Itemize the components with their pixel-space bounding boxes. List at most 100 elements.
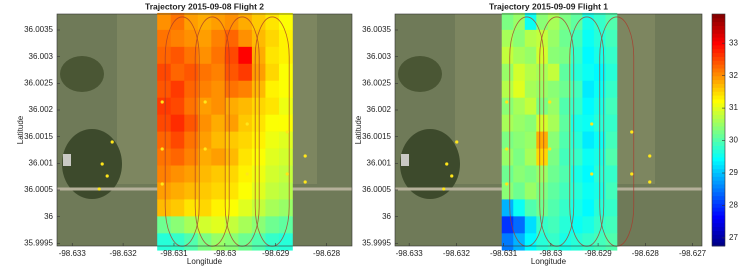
heatmap-cell: [157, 132, 171, 149]
sensor-dot: [648, 180, 651, 183]
heatmap-cell: [184, 199, 198, 216]
building: [63, 154, 71, 166]
x-tick-label: -98.629: [585, 249, 613, 258]
sensor-dot: [505, 100, 508, 103]
heatmap-cell: [536, 182, 548, 199]
heatmap-cell: [211, 98, 225, 115]
heatmap-cell: [582, 216, 594, 233]
colorbar-strip: [712, 87, 725, 91]
colorbar-strip: [712, 130, 725, 134]
heatmap-cell: [171, 115, 185, 132]
heatmap-cell: [525, 216, 537, 233]
heatmap-cell: [513, 199, 525, 216]
colorbar-strip: [712, 200, 725, 204]
x-tick-label: -98.63: [540, 249, 563, 258]
heatmap-cell: [525, 98, 537, 115]
heatmap-cell: [605, 13, 617, 30]
x-tick-label: -98.63: [214, 249, 237, 258]
heatmap-cell: [225, 233, 239, 250]
heatmap-cell: [211, 149, 225, 166]
heatmap-cell: [582, 81, 594, 98]
heatmap-cell: [198, 115, 212, 132]
heatmap-cell: [582, 149, 594, 166]
sensor-dot: [304, 180, 307, 183]
heatmap-cell: [211, 64, 225, 81]
heatmap-cell: [594, 233, 606, 250]
heatmap-cell: [605, 115, 617, 132]
heatmap-cell: [513, 115, 525, 132]
colorbar-strip: [712, 99, 725, 103]
heatmap-cell: [279, 64, 293, 81]
heatmap-cell: [171, 132, 185, 149]
heatmap-cell: [198, 13, 212, 30]
heatmap-cell: [548, 115, 560, 132]
heatmap-cell: [238, 216, 252, 233]
heatmap-cell: [238, 132, 252, 149]
heatmap-cell: [559, 216, 571, 233]
colorbar-strip: [712, 115, 725, 119]
heatmap-cell: [582, 47, 594, 64]
colorbar-strip: [712, 33, 725, 37]
sensor-dot: [106, 174, 109, 177]
colorbar-strip: [712, 145, 725, 149]
colorbar-tick-label: 29: [729, 168, 738, 177]
heatmap-cell: [502, 132, 514, 149]
colorbar-strip: [712, 184, 725, 188]
heatmap-cell: [184, 115, 198, 132]
heatmap-cell: [536, 81, 548, 98]
heatmap-cell: [198, 30, 212, 47]
x-tick-label: -98.632: [110, 249, 138, 258]
sensor-dot: [161, 100, 164, 103]
heatmap-cell: [198, 64, 212, 81]
y-tick-label: 36.001: [367, 158, 392, 167]
sensor-dot: [445, 162, 448, 165]
heatmap-cell: [198, 81, 212, 98]
y-tick-label: 36: [44, 212, 53, 221]
x-tick-label: -98.632: [443, 249, 471, 258]
heatmap-cell: [536, 132, 548, 149]
heatmap-cell: [171, 149, 185, 166]
heatmap-cell: [513, 98, 525, 115]
heatmap-cell: [238, 30, 252, 47]
heatmap-cell: [525, 149, 537, 166]
y-tick-label: 35.9995: [24, 238, 53, 247]
sensor-dot: [630, 172, 633, 175]
x-tick-label: -98.631: [490, 249, 518, 258]
heatmap-cell: [238, 115, 252, 132]
y-tick-label: 36.001: [29, 158, 54, 167]
heatmap-cell: [211, 30, 225, 47]
heatmap-cell: [502, 166, 514, 183]
heatmap-cell: [157, 199, 171, 216]
heatmap-cell: [605, 64, 617, 81]
colorbar-strip: [712, 118, 725, 122]
sensor-dot: [161, 182, 164, 185]
heatmap-cell: [502, 98, 514, 115]
heatmap-cell: [171, 64, 185, 81]
heatmap-cell: [513, 30, 525, 47]
heatmap-cell: [225, 132, 239, 149]
heatmap-cell: [525, 64, 537, 81]
heatmap-cell: [605, 182, 617, 199]
heatmap-cell: [238, 149, 252, 166]
building: [401, 154, 409, 166]
colorbar-strip: [712, 134, 725, 138]
heatmap-cell: [225, 81, 239, 98]
figure: Trajectory 2015-09-08 Flight 2LongitudeL…: [0, 0, 739, 267]
sensor-dot: [505, 182, 508, 185]
heatmap-cell: [225, 149, 239, 166]
heatmap-cell: [184, 64, 198, 81]
heatmap-cell: [525, 166, 537, 183]
colorbar-strip: [712, 138, 725, 142]
colorbar-strip: [712, 80, 725, 84]
heatmap-cell: [171, 233, 185, 250]
heatmap-cell: [279, 233, 293, 250]
heatmap-cell: [548, 98, 560, 115]
y-tick-label: 36.0025: [24, 78, 53, 87]
heatmap-cell: [265, 47, 279, 64]
colorbar-strip: [712, 196, 725, 200]
colorbar-strip: [712, 211, 725, 215]
heatmap-cell: [157, 13, 171, 30]
heatmap-cell: [265, 13, 279, 30]
heatmap-cell: [198, 216, 212, 233]
heatmap-cell: [265, 81, 279, 98]
